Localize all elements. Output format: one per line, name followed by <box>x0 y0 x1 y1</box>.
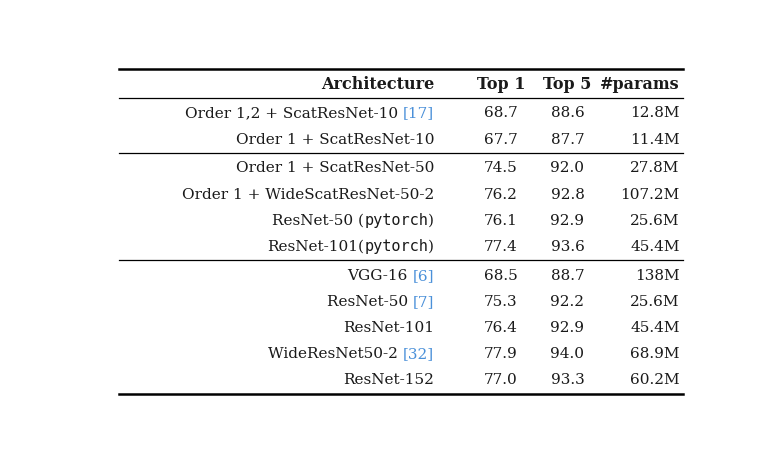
Text: 76.4: 76.4 <box>484 321 518 335</box>
Text: [7]: [7] <box>413 295 434 309</box>
Text: 68.5: 68.5 <box>484 269 518 283</box>
Text: ResNet-101: ResNet-101 <box>343 321 434 335</box>
Text: 25.6M: 25.6M <box>630 214 680 228</box>
Text: 93.6: 93.6 <box>551 240 584 254</box>
Text: Top 1: Top 1 <box>476 76 525 93</box>
Text: 92.0: 92.0 <box>551 161 584 175</box>
Text: ResNet-101(: ResNet-101( <box>267 240 364 254</box>
Text: 88.7: 88.7 <box>551 269 584 283</box>
Text: ResNet-152: ResNet-152 <box>343 373 434 388</box>
Text: ): ) <box>428 240 434 254</box>
Text: 92.9: 92.9 <box>551 214 584 228</box>
Text: 107.2M: 107.2M <box>620 187 680 202</box>
Text: 92.8: 92.8 <box>551 187 584 202</box>
Text: [32]: [32] <box>403 347 434 361</box>
Text: 74.5: 74.5 <box>484 161 518 175</box>
Text: 45.4M: 45.4M <box>630 240 680 254</box>
Text: 27.8M: 27.8M <box>630 161 680 175</box>
Text: ): ) <box>428 214 434 228</box>
Text: 87.7: 87.7 <box>551 133 584 147</box>
Text: ResNet-50 (: ResNet-50 ( <box>272 214 364 228</box>
Text: VGG-16: VGG-16 <box>347 269 413 283</box>
Text: 12.8M: 12.8M <box>630 106 680 121</box>
Text: 94.0: 94.0 <box>551 347 584 361</box>
Text: 60.2M: 60.2M <box>630 373 680 388</box>
Text: [17]: [17] <box>403 106 434 121</box>
Text: Architecture: Architecture <box>321 76 434 93</box>
Text: 68.9M: 68.9M <box>630 347 680 361</box>
Text: 76.1: 76.1 <box>484 214 518 228</box>
Text: pytorch: pytorch <box>364 239 428 255</box>
Text: Top 5: Top 5 <box>543 76 592 93</box>
Text: 77.4: 77.4 <box>484 240 518 254</box>
Text: 11.4M: 11.4M <box>630 133 680 147</box>
Text: 25.6M: 25.6M <box>630 295 680 309</box>
Text: WideResNet50-2: WideResNet50-2 <box>268 347 403 361</box>
Text: 77.9: 77.9 <box>484 347 518 361</box>
Text: 92.2: 92.2 <box>551 295 584 309</box>
Text: 77.0: 77.0 <box>484 373 518 388</box>
Text: Order 1 + ScatResNet-10: Order 1 + ScatResNet-10 <box>235 133 434 147</box>
Text: 68.7: 68.7 <box>484 106 518 121</box>
Text: 88.6: 88.6 <box>551 106 584 121</box>
Text: Order 1,2 + ScatResNet-10: Order 1,2 + ScatResNet-10 <box>185 106 403 121</box>
Text: #params: #params <box>600 76 680 93</box>
Text: ResNet-50: ResNet-50 <box>327 295 413 309</box>
Text: 92.9: 92.9 <box>551 321 584 335</box>
Text: 138M: 138M <box>635 269 680 283</box>
Text: [6]: [6] <box>413 269 434 283</box>
Text: pytorch: pytorch <box>364 213 428 228</box>
Text: Order 1 + WideScatResNet-50-2: Order 1 + WideScatResNet-50-2 <box>182 187 434 202</box>
Text: 76.2: 76.2 <box>484 187 518 202</box>
Text: 45.4M: 45.4M <box>630 321 680 335</box>
Text: 93.3: 93.3 <box>551 373 584 388</box>
Text: 67.7: 67.7 <box>484 133 518 147</box>
Text: 75.3: 75.3 <box>484 295 518 309</box>
Text: Order 1 + ScatResNet-50: Order 1 + ScatResNet-50 <box>235 161 434 175</box>
